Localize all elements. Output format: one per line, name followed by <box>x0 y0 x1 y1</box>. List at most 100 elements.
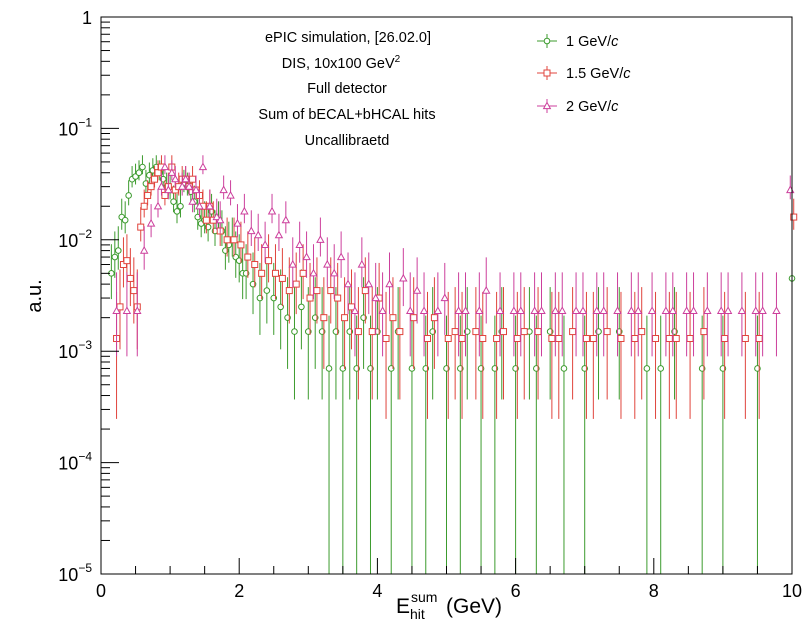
annotation-calib: Uncallibraetd <box>305 133 390 149</box>
legend: 1 GeV/c 1.5 GeV/c 2 GeV/c <box>537 34 631 115</box>
y-tick-label: 10−4 <box>58 450 92 474</box>
data-point <box>292 280 300 288</box>
data-point <box>126 274 134 282</box>
x-tick-label: 4 <box>372 581 382 601</box>
axis-layer: 0 2 4 6 8 10 1 10−1 10−2 10−3 10−4 10−5 <box>58 8 802 601</box>
data-point <box>306 294 314 302</box>
data-point <box>571 306 581 315</box>
data-point <box>123 257 131 265</box>
series-layer <box>108 155 798 574</box>
data-point <box>578 306 588 315</box>
data-point <box>130 287 138 295</box>
data-point <box>329 268 339 277</box>
data-point <box>430 314 438 322</box>
data-point <box>444 335 452 343</box>
data-point <box>472 328 480 336</box>
data-point <box>458 335 466 343</box>
data-point <box>233 218 242 227</box>
data-point <box>790 213 798 221</box>
data-point <box>167 168 177 176</box>
data-point <box>454 306 463 315</box>
data-point <box>171 174 180 183</box>
y-tick-label: 1 <box>82 8 92 28</box>
data-point <box>534 328 542 336</box>
data-point <box>226 190 235 199</box>
data-point <box>751 306 760 315</box>
x-axis-label-base: E <box>396 595 410 618</box>
data-point <box>151 175 159 183</box>
data-point <box>125 192 132 199</box>
data-point <box>260 240 270 248</box>
data-point <box>271 269 279 277</box>
data-point <box>184 182 194 190</box>
data-point <box>205 201 215 210</box>
data-point <box>327 287 335 295</box>
y-axis-label: a.u. <box>24 279 46 312</box>
data-point <box>599 306 608 315</box>
data-point <box>323 259 332 268</box>
data-point <box>258 269 266 277</box>
data-point <box>267 206 277 215</box>
data-point <box>223 236 231 244</box>
data-point <box>686 335 694 343</box>
data-point <box>479 335 487 343</box>
data-point <box>668 306 678 315</box>
data-point <box>298 303 305 311</box>
data-point <box>336 252 346 261</box>
legend-marker <box>543 69 551 77</box>
x-tick-label: 0 <box>96 581 106 601</box>
data-point <box>281 215 291 224</box>
data-point <box>295 240 304 248</box>
data-point <box>657 365 665 372</box>
data-point <box>237 241 245 249</box>
data-point <box>700 328 708 336</box>
x-axis-label-unit: (GeV) <box>446 595 502 618</box>
data-point <box>682 306 691 315</box>
data-point <box>111 253 119 261</box>
data-point <box>638 328 646 336</box>
data-point <box>135 169 143 177</box>
x-tick-label: 2 <box>234 581 244 601</box>
data-point <box>144 191 152 199</box>
data-point <box>195 201 204 210</box>
data-point <box>299 269 307 277</box>
data-point <box>589 335 597 343</box>
data-point <box>139 163 146 171</box>
data-point <box>721 335 729 343</box>
data-point <box>191 185 201 194</box>
data-point <box>170 198 177 205</box>
data-point <box>461 306 470 315</box>
data-point <box>772 306 781 315</box>
data-point <box>263 287 271 294</box>
data-point <box>423 335 431 343</box>
data-point <box>343 279 353 288</box>
data-point <box>758 306 767 315</box>
data-point <box>177 202 184 210</box>
data-point <box>251 261 259 269</box>
data-point <box>389 314 397 322</box>
data-point <box>440 293 450 302</box>
data-point <box>274 230 284 239</box>
data-point <box>244 253 252 261</box>
data-point <box>613 306 622 315</box>
data-point <box>551 306 560 315</box>
data-point <box>288 259 297 268</box>
annotation-dis: DIS, 10x100 GeV2 <box>282 54 401 72</box>
data-point <box>278 274 286 282</box>
data-point <box>716 306 726 315</box>
data-point <box>399 273 408 282</box>
data-point <box>737 306 747 315</box>
data-point <box>122 306 132 315</box>
data-point <box>202 216 210 224</box>
data-point <box>672 335 680 343</box>
x-tick-label: 10 <box>782 581 802 601</box>
data-point <box>451 328 459 336</box>
x-axis-label: Ehitsum (GeV) <box>396 589 502 622</box>
data-point <box>212 212 221 221</box>
data-point <box>215 215 225 224</box>
data-point <box>405 306 415 315</box>
data-point <box>240 206 249 215</box>
data-point <box>309 268 318 277</box>
data-point <box>371 293 380 302</box>
data-point <box>350 306 360 315</box>
